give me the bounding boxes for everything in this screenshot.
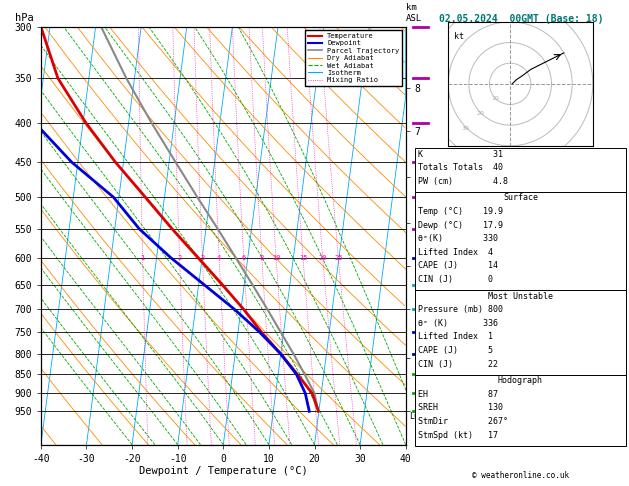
Text: Temp (°C)    19.9: Temp (°C) 19.9 (418, 207, 503, 216)
Text: 25: 25 (334, 255, 343, 261)
Text: 30: 30 (462, 126, 469, 131)
Text: © weatheronline.co.uk: © weatheronline.co.uk (472, 471, 569, 480)
Text: 8: 8 (260, 255, 264, 261)
Text: 20: 20 (477, 111, 484, 116)
Text: 15: 15 (299, 255, 308, 261)
Text: hPa: hPa (15, 13, 34, 22)
Text: Totals Totals  40: Totals Totals 40 (418, 163, 503, 173)
Text: Pressure (mb) 800: Pressure (mb) 800 (418, 305, 503, 314)
Text: 6: 6 (242, 255, 246, 261)
Text: CIN (J)       0: CIN (J) 0 (418, 275, 493, 284)
Text: Dewp (°C)    17.9: Dewp (°C) 17.9 (418, 221, 503, 230)
Text: StmSpd (kt)   17: StmSpd (kt) 17 (418, 431, 498, 440)
Text: Hodograph: Hodograph (498, 376, 543, 385)
Text: 10: 10 (491, 96, 499, 101)
Text: Most Unstable: Most Unstable (488, 292, 553, 301)
Text: CIN (J)       22: CIN (J) 22 (418, 360, 498, 369)
Text: 3: 3 (200, 255, 204, 261)
X-axis label: Dewpoint / Temperature (°C): Dewpoint / Temperature (°C) (139, 467, 308, 476)
Text: SREH          130: SREH 130 (418, 403, 503, 413)
Text: CAPE (J)      14: CAPE (J) 14 (418, 261, 498, 271)
Text: 10: 10 (272, 255, 281, 261)
Text: PW (cm)        4.8: PW (cm) 4.8 (418, 177, 508, 186)
Text: 02.05.2024  00GMT (Base: 18): 02.05.2024 00GMT (Base: 18) (438, 14, 603, 24)
Text: Lifted Index  4: Lifted Index 4 (418, 248, 493, 257)
Text: Surface: Surface (503, 193, 538, 203)
Text: km
ASL: km ASL (406, 3, 422, 22)
Text: 20: 20 (318, 255, 327, 261)
Text: θᵉ(K)        330: θᵉ(K) 330 (418, 234, 498, 243)
Text: Lifted Index  1: Lifted Index 1 (418, 332, 493, 342)
Text: EH            87: EH 87 (418, 390, 498, 399)
Text: θᵉ (K)       336: θᵉ (K) 336 (418, 319, 498, 328)
Text: CAPE (J)      5: CAPE (J) 5 (418, 346, 493, 355)
Text: 4: 4 (217, 255, 221, 261)
Text: 2: 2 (177, 255, 182, 261)
Text: 1: 1 (140, 255, 145, 261)
Y-axis label: Mixing Ratio (g/kg): Mixing Ratio (g/kg) (423, 188, 431, 283)
Text: StmDir        267°: StmDir 267° (418, 417, 508, 426)
Legend: Temperature, Dewpoint, Parcel Trajectory, Dry Adiabat, Wet Adiabat, Isotherm, Mi: Temperature, Dewpoint, Parcel Trajectory… (305, 30, 402, 86)
Text: kt: kt (454, 32, 464, 41)
Text: K              31: K 31 (418, 150, 503, 159)
Text: LCL: LCL (409, 412, 425, 421)
